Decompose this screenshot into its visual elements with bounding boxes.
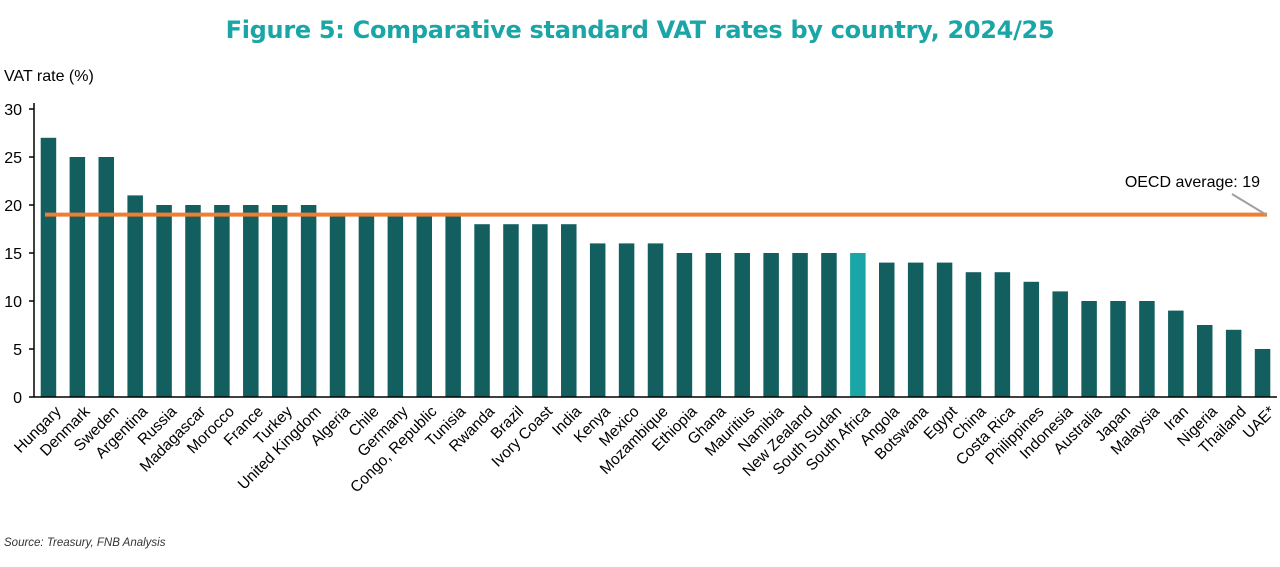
plot-area: 051015202530HungaryDenmarkSwedenArgentin… <box>4 102 1279 496</box>
x-tick-label: UAE* <box>1240 403 1279 442</box>
bar-highlighted <box>850 253 866 397</box>
bar <box>1052 291 1068 397</box>
bar <box>647 243 664 397</box>
bar <box>734 253 750 397</box>
bar <box>907 262 924 397</box>
bar <box>1110 301 1126 397</box>
bar <box>1196 325 1213 397</box>
oecd-label-leader <box>1231 193 1267 216</box>
bar <box>69 157 86 397</box>
bar <box>127 195 143 397</box>
bar <box>792 253 808 397</box>
y-tick-label: 0 <box>13 390 22 407</box>
y-tick-label: 25 <box>4 150 22 167</box>
bar <box>300 205 317 397</box>
bar <box>1023 281 1040 397</box>
bar <box>821 253 837 397</box>
bar <box>589 243 606 397</box>
y-tick-label: 15 <box>4 246 22 263</box>
y-tick-label: 5 <box>13 342 22 359</box>
chart-title: Figure 5: Comparative standard VAT rates… <box>225 16 1055 44</box>
bar <box>445 214 461 397</box>
bar <box>705 253 722 397</box>
bar <box>532 224 548 397</box>
bar <box>156 205 172 397</box>
bar <box>994 272 1011 397</box>
bar <box>243 205 259 397</box>
bar <box>936 262 953 397</box>
bar <box>965 272 982 397</box>
y-tick-label: 10 <box>4 294 22 311</box>
y-tick-label: 20 <box>4 198 22 215</box>
bar <box>1081 301 1097 397</box>
bar <box>387 214 404 397</box>
oecd-average-label: OECD average: 19 <box>1125 174 1260 191</box>
bar <box>214 205 230 397</box>
bar <box>329 214 346 397</box>
bar <box>1254 349 1271 397</box>
y-axis-label: VAT rate (%) <box>4 68 94 85</box>
bar <box>676 253 693 397</box>
bar <box>98 157 115 397</box>
bar <box>1168 310 1184 397</box>
bar <box>358 214 375 397</box>
bar <box>503 224 519 397</box>
bar <box>1225 329 1242 397</box>
bar <box>416 214 432 397</box>
bar <box>271 205 288 397</box>
bar <box>561 224 577 397</box>
y-tick-label: 30 <box>4 102 22 119</box>
bar <box>40 137 57 398</box>
bar <box>185 205 201 397</box>
bar <box>879 262 895 397</box>
bar <box>1139 301 1155 397</box>
source-note: Source: Treasury, FNB Analysis <box>4 537 166 549</box>
bar <box>763 253 779 397</box>
bar <box>618 243 635 397</box>
bar <box>474 224 490 397</box>
